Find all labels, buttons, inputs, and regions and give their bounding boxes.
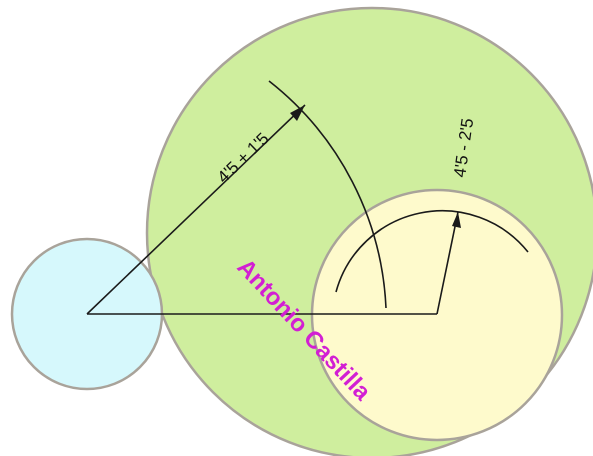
inner-circle (310, 188, 564, 442)
radius-sum-arrowhead (290, 105, 305, 121)
radius-difference-arc (335, 210, 529, 293)
radius-difference-arrowhead (452, 212, 461, 228)
radius-sum-line (86, 104, 306, 315)
radius-sum-arc (268, 80, 387, 309)
radius-difference-line (436, 211, 459, 315)
dimension-arrowheads (290, 105, 461, 228)
construction-lines (86, 80, 529, 315)
